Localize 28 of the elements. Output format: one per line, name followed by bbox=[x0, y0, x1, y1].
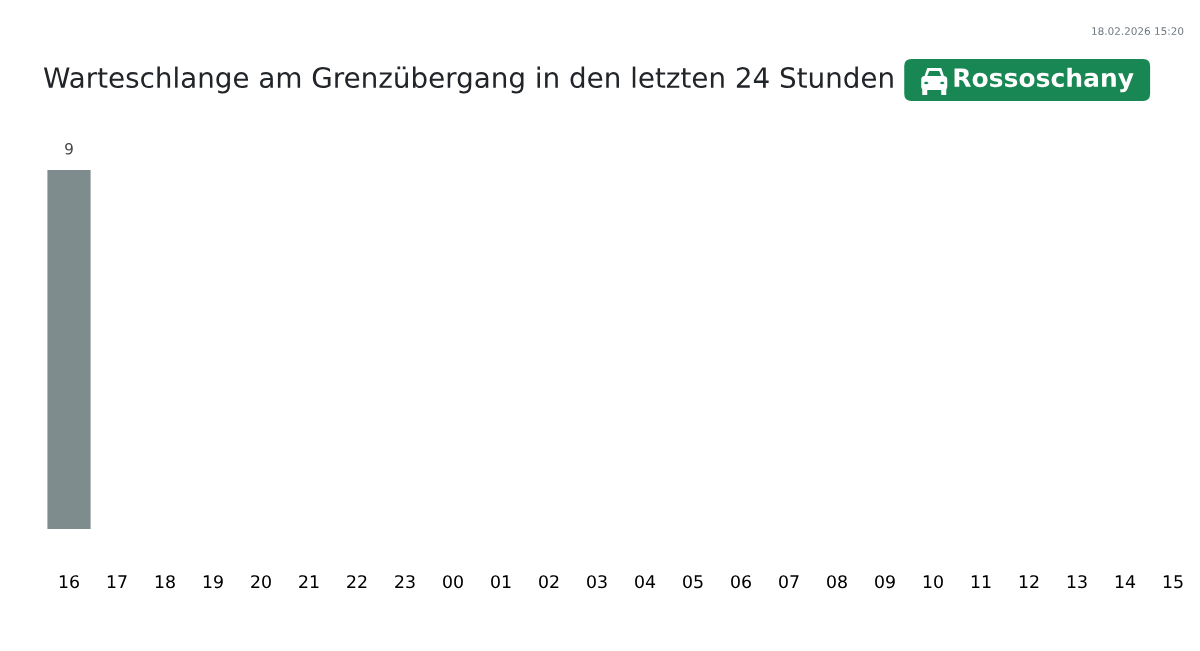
x-tick-label: 22 bbox=[347, 575, 367, 589]
x-tick-label: 18 bbox=[155, 575, 175, 589]
x-tick-label: 05 bbox=[683, 575, 703, 589]
x-tick-label: 13 bbox=[1067, 575, 1087, 589]
x-tick-label: 16 bbox=[59, 575, 79, 589]
x-tick-label: 03 bbox=[587, 575, 607, 589]
x-tick-label: 12 bbox=[1019, 575, 1039, 589]
x-tick-label: 19 bbox=[203, 575, 223, 589]
x-tick-label: 04 bbox=[635, 575, 656, 589]
x-tick-label: 11 bbox=[971, 575, 991, 589]
x-tick-label: 01 bbox=[491, 575, 511, 589]
x-tick-label: 17 bbox=[107, 575, 127, 589]
chart-subtitle: Rossoschany bbox=[954, 67, 1134, 93]
x-tick-label: 10 bbox=[923, 575, 943, 589]
text: 18.02.2026 15:20 bbox=[1092, 27, 1184, 36]
x-tick-label: 07 bbox=[779, 575, 799, 589]
x-tick-label: 08 bbox=[827, 575, 847, 589]
x-tick-label: 09 bbox=[875, 575, 895, 589]
x-tick-label: 21 bbox=[299, 575, 319, 589]
x-tick-label: 06 bbox=[731, 575, 751, 589]
x-tick-label: 15 bbox=[1163, 575, 1183, 589]
x-tick-label: 14 bbox=[1115, 575, 1136, 589]
x-tick-label: 23 bbox=[395, 575, 415, 589]
x-tick-label: 20 bbox=[251, 575, 271, 589]
x-tick-label: 00 bbox=[443, 575, 463, 589]
x-tick-label: 02 bbox=[539, 575, 559, 589]
chart-title: Warteschlange am Grenzübergang in den letzten 24 Stunden bbox=[43, 66, 893, 94]
data-label: 9 bbox=[65, 142, 73, 155]
